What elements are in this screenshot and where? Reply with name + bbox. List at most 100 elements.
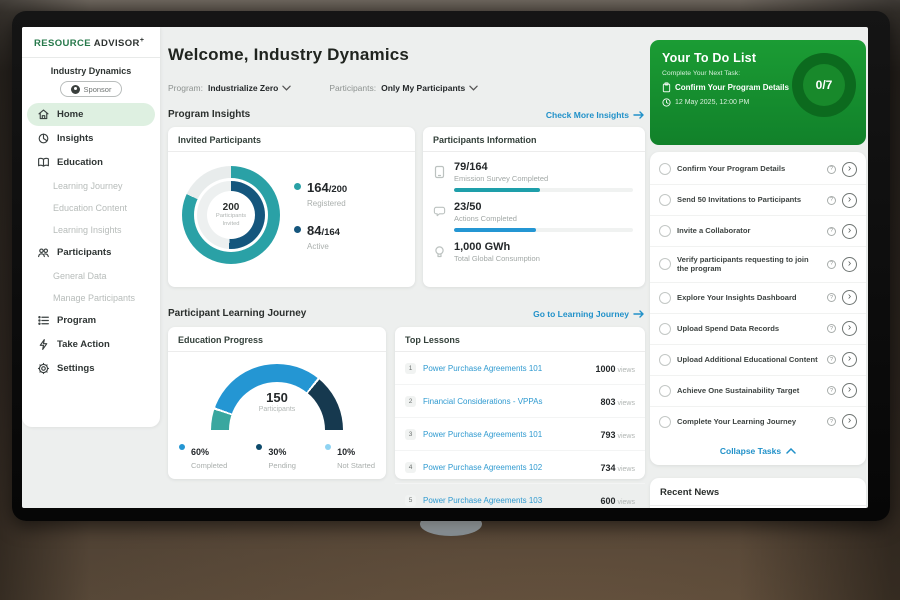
sidebar-item-learning-journey[interactable]: Learning Journey [27, 175, 155, 196]
legend-label: Registered [307, 199, 346, 208]
participants-filter-dropdown[interactable]: Only My Participants [381, 83, 478, 93]
task-label: Upload Additional Educational Content [677, 354, 818, 364]
lesson-link[interactable]: Power Purchase Agreements 101 [423, 429, 543, 439]
sidebar-item-label: Settings [57, 363, 95, 375]
chevron-right-button[interactable]: › [842, 321, 857, 337]
chevron-right-button[interactable]: › [842, 383, 857, 399]
legend-value: 10% [337, 447, 356, 457]
lesson-views: 1000 [595, 364, 616, 374]
invited-donut-inner: 200 Participants Invited [197, 181, 265, 249]
monitor-bezel: RESOURCE ADVISOR+ Industry Dynamics Spon… [12, 11, 890, 521]
task-checkbox[interactable] [659, 163, 671, 175]
task-label: Invite a Collaborator [677, 226, 751, 236]
task-row[interactable]: Verify participants requesting to join t… [650, 247, 866, 283]
lesson-link[interactable]: Financial Considerations - VPPAs [423, 396, 543, 406]
take-action-icon [39, 339, 48, 351]
settings-icon [37, 363, 50, 375]
task-row[interactable]: Upload Spend Data Records ? › [650, 314, 866, 345]
task-row[interactable]: Explore Your Insights Dashboard ? › [650, 283, 866, 314]
info-icon[interactable]: ? [827, 293, 836, 303]
stat-value: 79/164 [454, 161, 488, 173]
program-filter-label: Program: [168, 83, 203, 93]
task-row[interactable]: Achieve One Sustainability Target ? › [650, 376, 866, 407]
sidebar-item-general-data[interactable]: General Data [27, 265, 155, 286]
sidebar-item-take-action[interactable]: Take Action [27, 333, 155, 356]
recent-news-card: Recent News [650, 478, 866, 508]
todo-counter-value: 0/7 [803, 64, 845, 106]
clipboard-icon [662, 82, 671, 93]
task-row[interactable]: Invite a Collaborator ? › [650, 216, 866, 247]
task-label: Confirm Your Program Details [677, 164, 786, 174]
info-icon[interactable]: ? [827, 259, 836, 269]
lesson-link[interactable]: Power Purchase Agreements 103 [423, 495, 543, 505]
task-label: Upload Spend Data Records [677, 323, 780, 333]
education-progress-card: Education Progress 150 Participants [168, 327, 386, 479]
chevron-right-button[interactable]: › [842, 223, 857, 239]
sidebar-item-program[interactable]: Program [27, 309, 155, 332]
task-row[interactable]: Confirm Your Program Details ? › [650, 154, 866, 185]
info-icon[interactable]: ? [827, 355, 836, 365]
sidebar-item-label: Education [57, 157, 103, 169]
legend-label: Completed [191, 461, 228, 470]
task-checkbox[interactable] [659, 353, 671, 366]
task-checkbox[interactable] [659, 384, 671, 397]
legend-of: /200 [328, 184, 348, 195]
legend-value: 164 [307, 180, 329, 195]
sidebar-item-settings[interactable]: Settings [27, 357, 155, 380]
lesson-link[interactable]: Power Purchase Agreements 101 [423, 363, 543, 373]
task-row[interactable]: Send 50 Invitations to Participants ? › [650, 185, 866, 216]
sidebar-item-label: Program [57, 315, 97, 327]
sidebar-item-home[interactable]: Home [27, 103, 155, 127]
info-icon[interactable]: ? [827, 324, 836, 334]
chevron-right-button[interactable]: › [842, 352, 857, 368]
info-icon[interactable]: ? [827, 417, 836, 427]
info-icon[interactable]: ? [827, 386, 836, 396]
collapse-tasks-link[interactable]: Collapse Tasks [650, 437, 866, 464]
task-checkbox[interactable] [659, 194, 671, 206]
task-row[interactable]: Complete Your Learning Journey ? › [650, 407, 866, 437]
task-checkbox[interactable] [659, 225, 671, 237]
arrow-right-icon [633, 309, 644, 318]
stat-value: 1,000 GWh [454, 241, 511, 254]
program-filter-dropdown[interactable]: Industrialize Zero [207, 83, 292, 93]
chevron-right-button[interactable]: › [842, 161, 857, 177]
task-checkbox[interactable] [659, 291, 671, 304]
sidebar-item-label: Learning Journey [53, 180, 123, 191]
sidebar-item-insights[interactable]: Insights [27, 127, 155, 150]
sidebar-item-education-content[interactable]: Education Content [27, 197, 155, 218]
sidebar-item-learning-insights[interactable]: Learning Insights [27, 219, 155, 240]
task-checkbox[interactable] [659, 258, 671, 271]
gauge-legend: 60% Completed 30% Pending 10% Not Starte… [179, 442, 375, 470]
check-more-insights-link[interactable]: Check More Insights [546, 110, 645, 120]
link-label: Go to Learning Journey [533, 308, 629, 319]
lesson-views-label: views [617, 367, 635, 374]
sidebar-item-manage-participants[interactable]: Manage Participants [27, 287, 155, 308]
lesson-rank: 4 [405, 461, 416, 473]
lesson-rank: 1 [405, 362, 416, 374]
chevron-right-button[interactable]: › [842, 256, 857, 272]
go-to-learning-journey-link[interactable]: Go to Learning Journey [533, 309, 645, 319]
section-title: Program Insights [168, 109, 251, 120]
sidebar-item-education[interactable]: Education [27, 151, 155, 174]
link-label: Check More Insights [545, 109, 629, 120]
info-icon[interactable]: ? [827, 164, 836, 174]
chevron-right-button[interactable]: › [842, 414, 857, 430]
task-row[interactable]: Upload Additional Educational Content ? … [650, 345, 866, 376]
sidebar-item-participants[interactable]: Participants [27, 241, 155, 264]
legend-item: 84/164 Active [294, 222, 347, 251]
chevron-right-button[interactable]: › [842, 192, 857, 208]
education-icon [38, 157, 49, 167]
chevron-right-button[interactable]: › [842, 290, 857, 306]
lesson-link[interactable]: Power Purchase Agreements 102 [423, 462, 543, 472]
info-icon[interactable]: ? [827, 226, 836, 236]
progress-track [454, 188, 633, 193]
task-checkbox[interactable] [659, 322, 671, 335]
legend-value: 60% [191, 447, 210, 457]
stat-row: 79/164 Emission Survey Completed [423, 152, 645, 193]
task-checkbox[interactable] [659, 415, 671, 428]
info-icon[interactable]: ? [827, 195, 836, 205]
program-filter-value: Industrialize Zero [207, 83, 279, 93]
sidebar: RESOURCE ADVISOR+ Industry Dynamics Spon… [22, 27, 160, 427]
todo-title: Your To Do List [662, 51, 757, 65]
card-title: Invited Participants [168, 127, 415, 152]
